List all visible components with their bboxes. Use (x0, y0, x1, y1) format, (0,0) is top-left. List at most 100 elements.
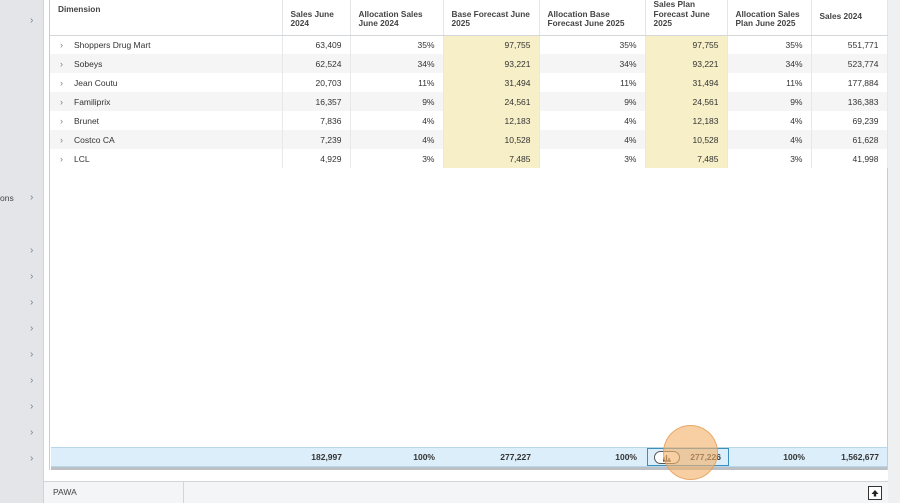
cell-allocation-sales-plan-june-2025[interactable]: 4% (727, 130, 812, 149)
chevron-right-icon[interactable]: › (30, 349, 34, 360)
cell-base-forecast-june-2025[interactable]: 24,561 (443, 92, 540, 111)
cell-sales-plan-forecast-june-2025[interactable]: 31,494 (645, 73, 728, 92)
table-row[interactable]: › Shoppers Drug Mart 63,409 35% 97,755 35% 97,… (50, 35, 888, 54)
cell-sales-june-2024[interactable]: 7,836 (282, 111, 351, 130)
chevron-right-icon[interactable]: › (60, 96, 63, 107)
cell-base-forecast-june-2025[interactable]: 97,755 (443, 35, 540, 54)
cell-allocation-base-forecast-june-2025[interactable]: 11% (539, 73, 646, 92)
row-dimension-cell[interactable]: › Jean Coutu (50, 73, 283, 92)
cell-allocation-sales-plan-june-2025[interactable]: 11% (727, 73, 812, 92)
cell-allocation-base-forecast-june-2025[interactable]: 4% (539, 130, 646, 149)
sheet-tab[interactable]: PAWA (44, 482, 184, 503)
cell-base-forecast-june-2025[interactable]: 7,485 (443, 149, 540, 168)
chevron-right-icon[interactable]: › (30, 375, 34, 386)
row-dimension-cell[interactable]: › LCL (50, 149, 283, 168)
total-base-forecast-june-2025[interactable]: 277,227 (500, 452, 531, 462)
chevron-right-icon[interactable]: › (60, 39, 63, 50)
column-header-sales-plan-forecast-june-2025[interactable]: Sales Plan Forecast June 2025 (645, 0, 728, 36)
horizontal-scrollbar[interactable] (51, 467, 887, 470)
chevron-right-icon[interactable]: › (30, 245, 34, 256)
cell-sales-june-2024[interactable]: 63,409 (282, 35, 351, 54)
column-header-sales-june-2024[interactable]: Sales June 2024 (282, 0, 351, 36)
table-row[interactable]: › Sobeys 62,524 34% 93,221 34% 93,221 34% 523,77… (50, 54, 888, 73)
chevron-right-icon[interactable]: › (30, 323, 34, 334)
cell-sales-june-2024[interactable]: 20,703 (282, 73, 351, 92)
chevron-right-icon[interactable]: › (30, 427, 34, 438)
cell-allocation-sales-june-2024[interactable]: 35% (350, 35, 444, 54)
cell-allocation-sales-plan-june-2025[interactable]: 4% (727, 111, 812, 130)
cell-allocation-base-forecast-june-2025[interactable]: 35% (539, 35, 646, 54)
chevron-right-icon[interactable]: › (30, 297, 34, 308)
table-row[interactable]: › Costco CA 7,239 4% 10,528 4% 10,528 4% 61,628 (50, 130, 888, 149)
column-header-allocation-sales-plan-june-2025[interactable]: Allocation Sales Plan June 2025 (727, 0, 812, 36)
cell-allocation-sales-june-2024[interactable]: 4% (350, 111, 444, 130)
cell-allocation-sales-plan-june-2025[interactable]: 34% (727, 54, 812, 73)
column-header-allocation-base-forecast-june-2025[interactable]: Allocation Base Forecast June 2025 (539, 0, 646, 36)
cell-allocation-sales-june-2024[interactable]: 4% (350, 130, 444, 149)
cell-allocation-sales-june-2024[interactable]: 11% (350, 73, 444, 92)
chevron-right-icon[interactable]: › (30, 271, 34, 282)
total-allocation-sales-plan-june-2025[interactable]: 100% (783, 452, 805, 462)
cell-sales-plan-forecast-june-2025[interactable]: 12,183 (645, 111, 728, 130)
table-row[interactable]: › Familiprix 16,357 9% 24,561 9% 24,561 9% 136,3… (50, 92, 888, 111)
cell-allocation-sales-plan-june-2025[interactable]: 9% (727, 92, 812, 111)
cell-allocation-base-forecast-june-2025[interactable]: 4% (539, 111, 646, 130)
cell-sales-2024[interactable]: 523,774 (811, 54, 888, 73)
cell-base-forecast-june-2025[interactable]: 12,183 (443, 111, 540, 130)
table-row[interactable]: › Brunet 7,836 4% 12,183 4% 12,183 4% 69,239 (50, 111, 888, 130)
cell-allocation-sales-plan-june-2025[interactable]: 3% (727, 149, 812, 168)
column-header-dimension[interactable]: Dimension (50, 0, 283, 36)
chevron-right-icon[interactable]: › (60, 115, 63, 126)
chevron-right-icon[interactable]: › (60, 58, 63, 69)
cell-allocation-sales-june-2024[interactable]: 34% (350, 54, 444, 73)
cell-sales-plan-forecast-june-2025[interactable]: 7,485 (645, 149, 728, 168)
cell-sales-june-2024[interactable]: 62,524 (282, 54, 351, 73)
chevron-right-icon[interactable]: › (30, 401, 34, 412)
row-dimension-cell[interactable]: › Costco CA (50, 130, 283, 149)
cell-sales-2024[interactable]: 61,628 (811, 130, 888, 149)
chevron-right-icon[interactable]: › (30, 192, 34, 203)
row-dimension-cell[interactable]: › Sobeys (50, 54, 283, 73)
cell-allocation-base-forecast-june-2025[interactable]: 9% (539, 92, 646, 111)
cell-sales-plan-forecast-june-2025[interactable]: 93,221 (645, 54, 728, 73)
cell-base-forecast-june-2025[interactable]: 10,528 (443, 130, 540, 149)
chevron-right-icon[interactable]: › (30, 15, 34, 26)
cell-sales-june-2024[interactable]: 16,357 (282, 92, 351, 111)
cell-allocation-base-forecast-june-2025[interactable]: 3% (539, 149, 646, 168)
cell-sales-2024[interactable]: 136,383 (811, 92, 888, 111)
row-dimension-cell[interactable]: › Familiprix (50, 92, 283, 111)
column-header-allocation-sales-june-2024[interactable]: Allocation Sales June 2024 (350, 0, 444, 36)
column-header-sales-2024[interactable]: Sales 2024 (811, 0, 888, 36)
table-row[interactable]: › Jean Coutu 20,703 11% 31,494 11% 31,494 11% 17… (50, 73, 888, 92)
total-allocation-base-forecast-june-2025[interactable]: 100% (615, 452, 637, 462)
row-dimension-cell[interactable]: › Shoppers Drug Mart (50, 35, 283, 54)
chevron-right-icon[interactable]: › (30, 453, 34, 464)
cell-sales-2024[interactable]: 69,239 (811, 111, 888, 130)
cell-sales-june-2024[interactable]: 7,239 (282, 130, 351, 149)
total-sales-june-2024[interactable]: 182,997 (311, 452, 342, 462)
cell-allocation-sales-june-2024[interactable]: 3% (350, 149, 444, 168)
cell-allocation-sales-plan-june-2025[interactable]: 35% (727, 35, 812, 54)
cell-sales-2024[interactable]: 177,884 (811, 73, 888, 92)
cell-sales-plan-forecast-june-2025[interactable]: 24,561 (645, 92, 728, 111)
chevron-right-icon[interactable]: › (60, 153, 63, 164)
arrow-up-icon[interactable] (868, 486, 882, 500)
cell-allocation-base-forecast-june-2025[interactable]: 34% (539, 54, 646, 73)
cell-sales-2024[interactable]: 551,771 (811, 35, 888, 54)
cell-sales-2024[interactable]: 41,998 (811, 149, 888, 168)
chevron-right-icon[interactable]: › (60, 134, 63, 145)
cell-base-forecast-june-2025[interactable]: 31,494 (443, 73, 540, 92)
total-sales-2024[interactable]: 1,562,677 (841, 452, 879, 462)
cell-base-forecast-june-2025[interactable]: 93,221 (443, 54, 540, 73)
cell-sales-june-2024[interactable]: 4,929 (282, 149, 351, 168)
cell-sales-plan-forecast-june-2025[interactable]: 97,755 (645, 35, 728, 54)
row-dimension-cell[interactable]: › Brunet (50, 111, 283, 130)
total-allocation-sales-june-2024[interactable]: 100% (413, 452, 435, 462)
column-header-base-forecast-june-2025[interactable]: Base Forecast June 2025 (443, 0, 540, 36)
total-sales-plan-forecast-june-2025[interactable]: 277,226 (690, 452, 721, 462)
cell-sales-plan-forecast-june-2025[interactable]: 10,528 (645, 130, 728, 149)
chevron-right-icon[interactable]: › (60, 77, 63, 88)
side-panel-label[interactable]: ons (0, 193, 14, 203)
table-row[interactable]: › LCL 4,929 3% 7,485 3% 7,485 3% 41,998 (50, 149, 888, 168)
cell-allocation-sales-june-2024[interactable]: 9% (350, 92, 444, 111)
